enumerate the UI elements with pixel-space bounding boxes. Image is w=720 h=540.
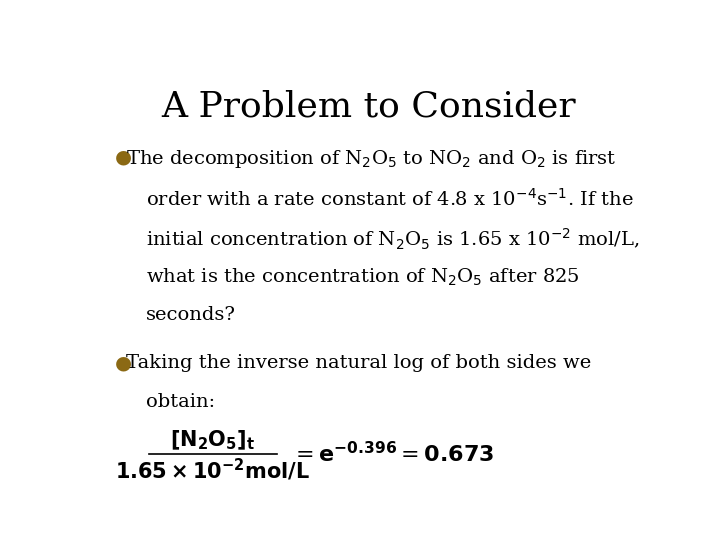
Text: $\mathbf{1.65\times10^{-2}mol/L}$: $\mathbf{1.65\times10^{-2}mol/L}$: [115, 456, 310, 483]
Text: The decomposition of N$_2$O$_5$ to NO$_2$ and O$_2$ is first: The decomposition of N$_2$O$_5$ to NO$_2…: [126, 148, 617, 170]
Text: initial concentration of N$_2$O$_5$ is 1.65 x 10$^{-2}$ mol/L,: initial concentration of N$_2$O$_5$ is 1…: [145, 227, 639, 252]
Text: seconds?: seconds?: [145, 306, 236, 324]
Text: what is the concentration of N$_2$O$_5$ after 825: what is the concentration of N$_2$O$_5$ …: [145, 266, 580, 288]
Text: $= \mathbf{e^{-0.396}} = \mathbf{0.673}$: $= \mathbf{e^{-0.396}} = \mathbf{0.673}$: [291, 442, 494, 467]
Text: $\mathbf{[N_2O_5]_t}$: $\mathbf{[N_2O_5]_t}$: [170, 429, 256, 453]
Text: ●: ●: [115, 148, 132, 167]
Text: A Problem to Consider: A Problem to Consider: [162, 90, 576, 124]
Text: obtain:: obtain:: [145, 393, 215, 411]
Text: order with a rate constant of 4.8 x 10$^{-4}$s$^{-1}$. If the: order with a rate constant of 4.8 x 10$^…: [145, 187, 634, 210]
Text: Taking the inverse natural log of both sides we: Taking the inverse natural log of both s…: [126, 354, 592, 372]
Text: ●: ●: [115, 354, 132, 373]
